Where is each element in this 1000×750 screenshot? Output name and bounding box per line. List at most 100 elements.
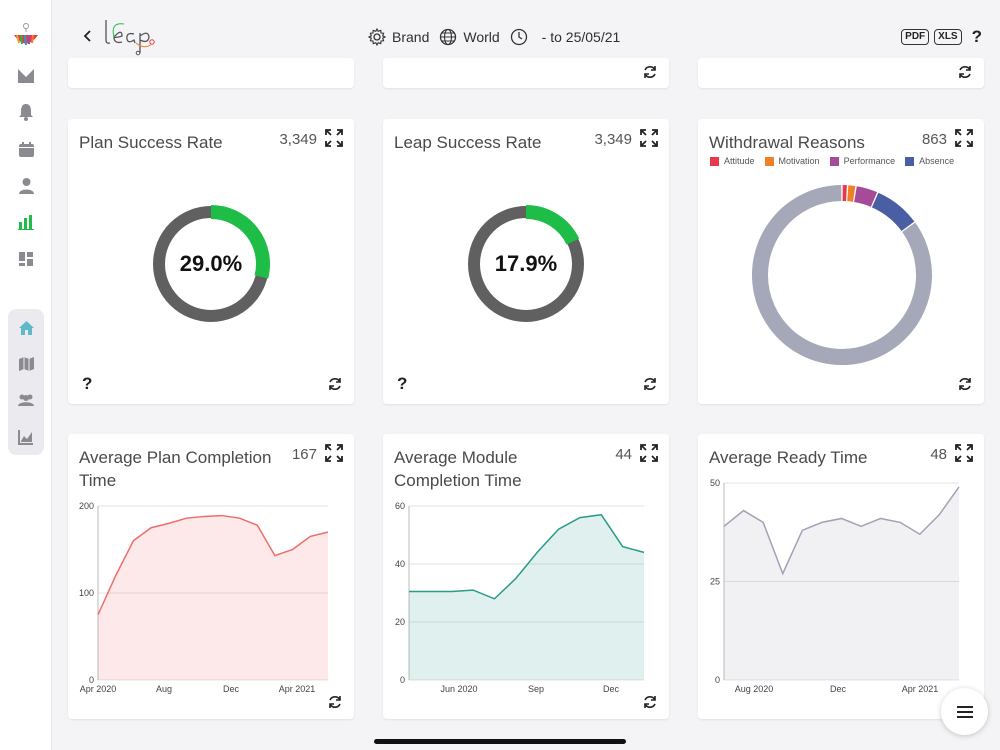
avg-ready-time-card: Average Ready Time 48 0 25 50 Aug 2020 Dec Ap…	[698, 434, 984, 719]
avg-plan-area-chart: 0 100 200 Apr 2020 Aug Dec Apr 2021	[79, 501, 329, 694]
avg-ready-area-chart: 0 25 50 Aug 2020 Dec Apr 2021	[710, 478, 960, 694]
refresh-icon[interactable]	[957, 64, 973, 80]
chart-legend: Attitude Motivation Performance Absence	[710, 156, 964, 166]
pie-slice-other[interactable]	[752, 185, 932, 365]
donut-success-arc	[525, 205, 580, 245]
pdf-export-button[interactable]: PDF	[901, 29, 930, 45]
refresh-icon[interactable]	[327, 376, 343, 392]
globe-icon	[440, 28, 457, 46]
leap-logo	[105, 20, 155, 56]
app-logo-icon[interactable]	[12, 22, 40, 48]
card-count: 167	[291, 446, 317, 463]
expand-icon[interactable]	[955, 444, 973, 462]
leap-success-card: Leap Success Rate 3,349 17.9% ?	[383, 119, 669, 404]
bell-icon[interactable]	[16, 102, 36, 122]
area-fill	[409, 514, 644, 680]
refresh-icon[interactable]	[957, 376, 973, 392]
date-filter[interactable]: - to 25/05/21	[510, 28, 621, 46]
series-line	[723, 486, 960, 576]
card-title: Average Module Completion Time	[394, 446, 522, 492]
legend-item-attitude[interactable]: Attitude	[710, 156, 755, 166]
pie-slice-absence[interactable]	[871, 192, 915, 232]
card-title-line1: Average Module	[394, 448, 518, 467]
y-tick-label: 200	[79, 501, 94, 511]
card-title-line1: Average Plan Completion	[79, 448, 272, 467]
help-button[interactable]: ?	[971, 27, 982, 46]
sidebar-section-group	[8, 309, 44, 455]
partial-card-3	[698, 58, 984, 88]
x-tick-label: Dec	[603, 684, 620, 694]
card-title: Average Plan Completion Time	[79, 446, 271, 492]
xls-export-button[interactable]: XLS	[934, 29, 962, 45]
withdrawal-reasons-card: Withdrawal Reasons 863 Attitude Motivati…	[698, 119, 984, 404]
date-filter-label: - to 25/05/21	[541, 29, 621, 45]
card-title: Average Ready Time	[709, 448, 868, 467]
clock-icon	[510, 28, 527, 46]
refresh-icon[interactable]	[327, 694, 343, 710]
help-question-button[interactable]: ?	[82, 374, 93, 393]
y-tick-label: 100	[79, 588, 94, 598]
menu-fab-button[interactable]	[941, 688, 988, 735]
x-tick-label: Aug 2020	[735, 684, 774, 694]
partial-card-2	[383, 58, 669, 88]
y-tick-label: 20	[395, 617, 405, 627]
expand-icon[interactable]	[325, 444, 343, 462]
card-title: Withdrawal Reasons	[709, 133, 865, 152]
brand-filter[interactable]: Brand	[368, 28, 429, 46]
legend-item-motivation[interactable]: Motivation	[764, 156, 820, 166]
card-title-line2: Completion Time	[394, 471, 522, 490]
legend-label: Absence	[919, 156, 955, 166]
avg-plan-completion-card: Average Plan Completion Time 167 0 100 200 A…	[68, 434, 354, 719]
group-icon[interactable]	[16, 390, 36, 410]
expand-icon[interactable]	[325, 129, 343, 147]
card-title: Plan Success Rate	[79, 133, 223, 152]
y-tick-label: 40	[395, 559, 405, 569]
x-tick-label: Dec	[223, 684, 240, 694]
pie-slice-performance[interactable]	[853, 186, 878, 207]
pie-slice-motivation[interactable]	[847, 185, 856, 202]
expand-icon[interactable]	[640, 129, 658, 147]
y-tick-label: 0	[400, 675, 405, 685]
card-title-line2: Time	[79, 471, 117, 490]
legend-swatch	[710, 156, 719, 166]
back-chevron-icon[interactable]	[80, 26, 94, 46]
help-question-button[interactable]: ?	[397, 374, 408, 393]
home-indicator	[374, 739, 626, 744]
card-count: 863	[921, 131, 947, 148]
x-tick-label: Apr 2021	[902, 684, 939, 694]
home-icon[interactable]	[16, 318, 36, 338]
plan-success-card: Plan Success Rate 3,349 29.0% ?	[68, 119, 354, 404]
card-count: 3,349	[279, 131, 317, 148]
map-icon[interactable]	[16, 354, 36, 374]
legend-item-performance[interactable]: Performance	[829, 156, 895, 166]
x-tick-label: Jun 2020	[440, 684, 477, 694]
avg-module-completion-card: Average Module Completion Time 44 0 20 40 60…	[383, 434, 669, 719]
filter-bar: Brand World - to 25/05/21	[368, 26, 630, 48]
bar-chart-icon[interactable]	[16, 212, 36, 232]
plan-success-donut	[153, 205, 270, 322]
refresh-icon[interactable]	[642, 694, 658, 710]
person-icon[interactable]	[16, 175, 36, 195]
series-line	[409, 513, 645, 600]
legend-item-absence[interactable]: Absence	[905, 156, 954, 166]
sidebar	[0, 0, 52, 750]
expand-icon[interactable]	[640, 444, 658, 462]
area-fill	[98, 515, 328, 680]
x-tick-label: Aug	[156, 684, 172, 694]
dashboard-icon[interactable]	[16, 249, 36, 269]
line-chart-icon[interactable]	[16, 427, 36, 447]
calendar-icon[interactable]	[16, 139, 36, 159]
card-title: Leap Success Rate	[394, 133, 542, 152]
refresh-icon[interactable]	[642, 64, 658, 80]
expand-icon[interactable]	[955, 129, 973, 147]
x-tick-label: Apr 2020	[80, 684, 117, 694]
region-filter-label: World	[463, 29, 500, 45]
legend-label: Attitude	[724, 156, 755, 166]
header: Brand World - to 25/05/21 PDF XLS ?	[52, 0, 1000, 62]
partial-card-1	[68, 58, 354, 88]
refresh-icon[interactable]	[642, 376, 658, 392]
region-filter[interactable]: World	[439, 28, 500, 46]
campaign-icon[interactable]	[16, 66, 36, 86]
series-line	[97, 514, 329, 616]
percent-label: 29.0%	[179, 251, 243, 276]
